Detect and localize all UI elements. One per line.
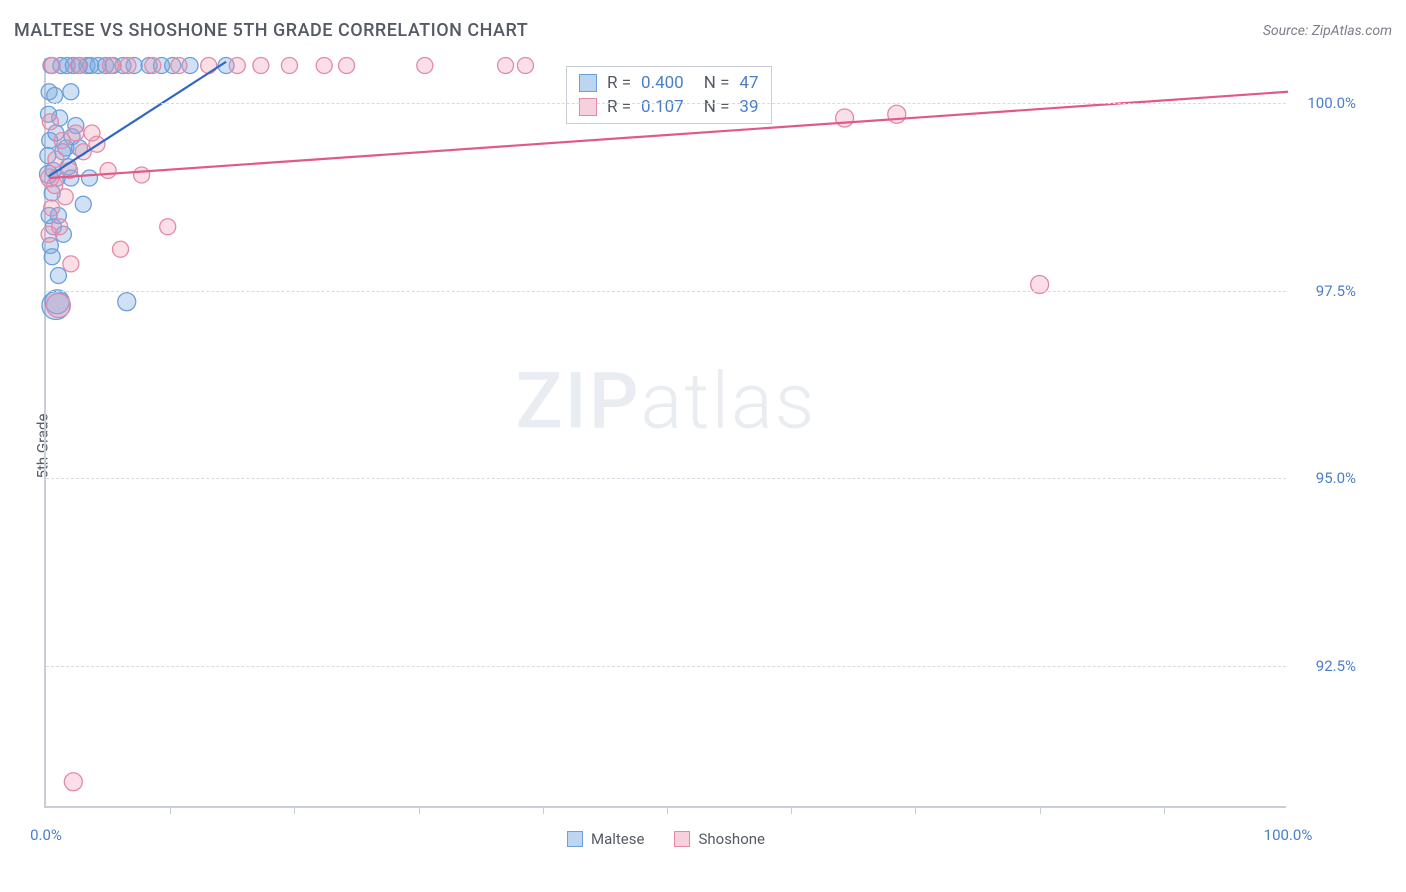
data-point — [48, 151, 64, 167]
data-point — [120, 58, 136, 74]
data-point — [44, 249, 60, 265]
data-point — [103, 58, 119, 74]
data-point — [281, 58, 297, 74]
data-point — [63, 256, 79, 272]
data-point — [63, 84, 79, 100]
chart-plot-area: ZIPatlas R = 0.400 N = 47 R = 0.107 N = … — [44, 58, 1286, 808]
data-point — [201, 58, 217, 74]
legend-item-shoshone: Shoshone — [674, 830, 765, 848]
y-tick-label: 95.0% — [1316, 469, 1356, 487]
y-tick-label: 97.5% — [1316, 282, 1356, 300]
x-tick — [294, 806, 295, 814]
data-point — [42, 114, 58, 130]
data-point — [50, 268, 66, 284]
data-point — [57, 189, 73, 205]
stats-row-maltese: R = 0.400 N = 47 — [579, 71, 759, 95]
shoshone-swatch-icon — [579, 98, 597, 116]
data-point — [417, 58, 433, 74]
x-tick — [915, 806, 916, 814]
data-point — [229, 58, 245, 74]
gridline — [46, 291, 1286, 292]
gridline — [46, 103, 1286, 104]
data-point — [81, 170, 97, 186]
legend-item-maltese: Maltese — [567, 830, 644, 848]
data-point — [253, 58, 269, 74]
data-point — [316, 58, 332, 74]
data-point — [836, 109, 854, 127]
data-point — [517, 58, 533, 74]
x-tick-label: 100.0% — [1264, 826, 1313, 844]
data-point — [118, 293, 136, 311]
data-point — [41, 226, 57, 242]
gridline — [46, 478, 1286, 479]
x-tick — [1164, 806, 1165, 814]
data-point — [68, 125, 84, 141]
data-point — [113, 241, 129, 257]
source-attribution: Source: ZipAtlas.com — [1263, 23, 1392, 39]
y-tick-label: 100.0% — [1307, 94, 1356, 112]
data-point — [75, 196, 91, 212]
data-point — [498, 58, 514, 74]
x-tick — [667, 806, 668, 814]
x-tick — [1040, 806, 1041, 814]
shoshone-swatch-icon — [674, 831, 690, 847]
data-point — [70, 58, 86, 74]
data-point — [44, 58, 60, 74]
data-point — [160, 219, 176, 235]
scatter-svg — [46, 58, 1286, 806]
x-tick — [543, 806, 544, 814]
legend: Maltese Shoshone — [567, 830, 765, 848]
chart-title: MALTESE VS SHOSHONE 5TH GRADE CORRELATIO… — [14, 20, 528, 41]
x-tick — [791, 806, 792, 814]
data-point — [44, 200, 60, 216]
data-point — [339, 58, 355, 74]
stats-legend-box: R = 0.400 N = 47 R = 0.107 N = 39 — [566, 66, 772, 124]
x-tick — [170, 806, 171, 814]
chart-header: MALTESE VS SHOSHONE 5TH GRADE CORRELATIO… — [14, 20, 1392, 41]
maltese-swatch-icon — [579, 74, 597, 92]
data-point — [145, 58, 161, 74]
x-tick-label: 0.0% — [30, 826, 62, 844]
data-point — [64, 773, 82, 791]
data-point — [46, 294, 70, 318]
gridline — [46, 666, 1286, 667]
x-tick — [419, 806, 420, 814]
stats-row-shoshone: R = 0.107 N = 39 — [579, 95, 759, 119]
data-point — [888, 105, 906, 123]
data-point — [84, 125, 100, 141]
y-tick-label: 92.5% — [1316, 657, 1356, 675]
data-point — [47, 88, 63, 104]
maltese-swatch-icon — [567, 831, 583, 847]
data-point — [171, 58, 187, 74]
data-point — [134, 167, 150, 183]
data-point — [100, 163, 116, 179]
